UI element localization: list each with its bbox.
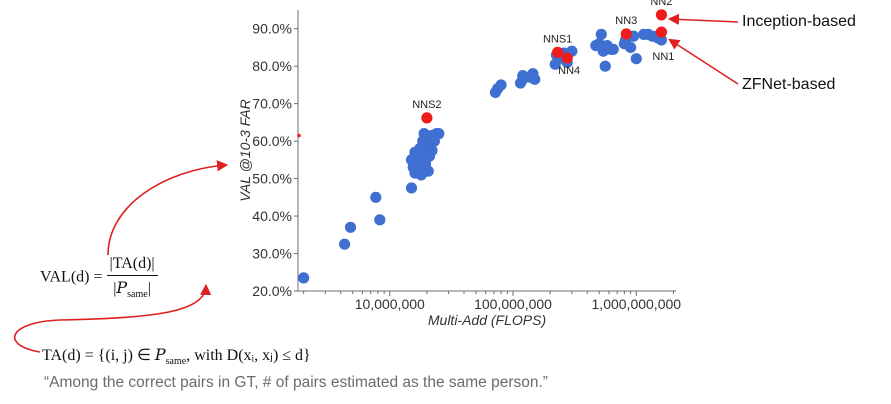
chart-point-labels: NNS2 NNS1 NN4 NN3 NN2 NN1 <box>412 0 674 111</box>
ta-set: P <box>154 345 166 364</box>
y-tick-label: 60.0% <box>252 133 292 149</box>
val-den-bar-right: | <box>147 280 151 297</box>
data-point <box>298 272 310 284</box>
highlighted-point <box>552 46 564 58</box>
data-point <box>405 182 418 194</box>
chart-marks <box>297 9 668 284</box>
highlighted-point <box>561 52 573 64</box>
arrow-val-to-axis <box>107 160 229 256</box>
annotation-arrows <box>14 13 739 353</box>
data-point <box>344 221 357 233</box>
x-tick-label: 1,000,000,000 <box>592 296 682 312</box>
highlighted-point <box>620 28 632 40</box>
x-axis-title: Multi-Add (FLOPS) <box>428 312 546 328</box>
val-den-bar-left: | <box>113 280 117 297</box>
highlighted-point <box>655 26 668 38</box>
val-numerator: |TA(d)| <box>106 255 158 276</box>
point-label: NNS2 <box>412 99 441 111</box>
data-point <box>655 34 668 46</box>
val-den-sub: same <box>127 289 148 301</box>
y-tick-label: 70.0% <box>252 96 292 112</box>
arrow-inception <box>667 13 739 25</box>
point-label: NN4 <box>558 65 580 77</box>
inception-annotation: Inception-based <box>742 13 856 30</box>
y-tick-label: 80.0% <box>252 58 292 74</box>
edge-mark <box>297 133 301 138</box>
y-tick-label: 90.0% <box>252 21 292 37</box>
data-point <box>426 144 438 157</box>
data-point <box>529 73 541 85</box>
data-point <box>370 191 382 203</box>
ta-formula-start: TA(d) = {(i, j) ∈ <box>42 347 155 364</box>
data-point <box>433 128 445 140</box>
arrow-zfnet <box>668 38 739 85</box>
val-denominator: |Psame| <box>107 276 158 300</box>
val-fraction: |TA(d)| |Psame| <box>106 255 158 300</box>
highlighted-point <box>655 9 668 21</box>
ta-set-sub: same <box>165 356 187 368</box>
point-label: NN3 <box>615 15 637 27</box>
val-formula: VAL(d) = |TA(d)| |Psame| <box>40 255 158 300</box>
data-point <box>374 214 386 226</box>
data-point <box>339 238 351 250</box>
zfnet-annotation: ZFNet-based <box>742 76 836 93</box>
data-point <box>630 53 642 65</box>
data-point <box>495 79 507 91</box>
arrow-ta-to-val <box>14 283 212 353</box>
point-label: NNS1 <box>543 33 572 45</box>
chart-axes: 20.0% 30.0% 40.0% 50.0% 60.0% 70.0% 80.0% 90.0%… <box>237 10 681 328</box>
y-tick-label: 20.0% <box>252 283 292 299</box>
y-tick-label: 40.0% <box>252 208 292 224</box>
data-point <box>599 60 611 72</box>
y-tick-label: 30.0% <box>252 246 292 262</box>
val-den-set: P <box>116 278 128 297</box>
highlighted-point <box>421 112 433 124</box>
data-point <box>607 43 619 55</box>
ta-formula-rest: , with D(xᵢ, xⱼ) ≤ d} <box>186 347 311 364</box>
data-point <box>625 41 637 54</box>
data-point <box>422 165 434 177</box>
y-axis-title: VAL @10-3 FAR <box>237 99 253 201</box>
ta-formula: TA(d) = {(i, j) ∈ Psame, with D(xᵢ, xⱼ) … <box>42 345 311 367</box>
point-label: NN1 <box>652 51 674 63</box>
x-tick-label: 100,000,000 <box>474 296 552 312</box>
val-formula-lhs: VAL(d) = <box>40 268 103 286</box>
point-label: NN2 <box>650 0 672 8</box>
y-tick-label: 50.0% <box>252 171 292 187</box>
x-tick-label: 10,000,000 <box>355 296 425 312</box>
data-point <box>595 28 607 40</box>
caption-quote: “Among the correct pairs in GT, # of pai… <box>44 374 548 391</box>
